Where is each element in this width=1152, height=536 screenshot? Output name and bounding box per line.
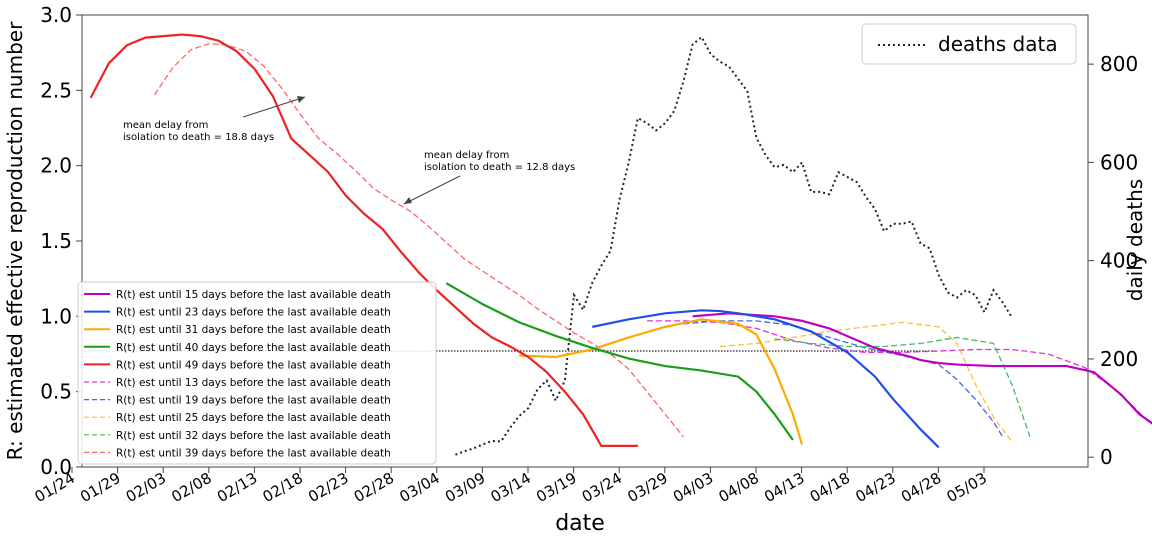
legend-label: R(t) est until 32 days before the last a… — [116, 430, 391, 442]
legend-label: R(t) est until 19 days before the last a… — [116, 395, 391, 407]
x-tick-label: 03/19 — [533, 469, 579, 506]
x-tick-label: 04/08 — [716, 469, 762, 506]
legend-label: R(t) est until 15 days before the last a… — [116, 289, 391, 301]
y-tick-label: 0.5 — [40, 380, 72, 404]
legend-label: R(t) est until 40 days before the last a… — [116, 342, 391, 354]
series-legend-items: R(t) est until 15 days before the last a… — [84, 289, 391, 459]
y-tick-label: 1.0 — [40, 304, 72, 328]
series-legend: R(t) est until 15 days before the last a… — [77, 281, 437, 465]
y2-tick-label: 800 — [1100, 52, 1138, 76]
deaths-legend-box — [861, 23, 1077, 65]
y-tick-label: 2.0 — [40, 154, 72, 178]
y-tick-label: 1.5 — [40, 229, 72, 253]
solid-series-2 — [592, 309, 940, 449]
x-tick-label: 03/09 — [442, 469, 488, 506]
deaths-legend-label: deaths data — [938, 32, 1058, 56]
y2-tick-label: 600 — [1100, 150, 1138, 174]
x-axis-label: date — [555, 511, 605, 536]
x-tick-label: 02/03 — [123, 469, 169, 506]
x-tick-label: 02/18 — [260, 469, 306, 506]
x-tick-label: 01/29 — [77, 469, 123, 506]
y2-tick-label: 0 — [1100, 445, 1113, 469]
x-tick-label: 04/23 — [852, 469, 898, 506]
x-tick-label: 02/23 — [305, 469, 351, 506]
annotation-2-arrow — [403, 175, 461, 205]
legend-label: R(t) est until 25 days before the last a… — [116, 412, 391, 424]
solid-series-1 — [692, 312, 1152, 425]
annotation-2-arrowhead — [404, 197, 412, 204]
y-tick-label: 0.0 — [40, 455, 72, 479]
annotation-1-line2: isolation to death = 18.8 days — [123, 132, 274, 143]
legend-label: R(t) est until 49 days before the last a… — [116, 359, 391, 371]
dashed-series-3 — [719, 321, 1013, 442]
x-tick-label: 05/03 — [944, 469, 990, 506]
x-tick-label: 02/08 — [168, 469, 214, 506]
annotation-2-line2: isolation to death = 12.8 days — [424, 162, 575, 173]
legend-label: R(t) est until 13 days before the last a… — [116, 377, 391, 389]
x-tick-label: 04/03 — [670, 469, 716, 506]
annotation-1-line1: mean delay from — [123, 120, 208, 131]
dashed-series-4 — [774, 336, 1031, 438]
x-tick-label: 02/13 — [214, 469, 260, 506]
annotation-2: mean delay from isolation to death = 12.… — [403, 150, 575, 205]
dashed-series-2 — [683, 320, 1004, 438]
y2-tick-label: 200 — [1100, 347, 1138, 371]
legend-label: R(t) est until 39 days before the last a… — [116, 447, 391, 459]
x-tick-label: 04/28 — [898, 469, 944, 506]
solid-series-5 — [89, 33, 638, 448]
annotation-2-line1: mean delay from — [424, 150, 509, 161]
x-tick-label: 03/29 — [624, 469, 670, 506]
y2-tick-label: 400 — [1100, 249, 1138, 273]
annotation-1-arrowhead — [297, 96, 305, 103]
y2-axis-label: daily deaths — [1123, 179, 1147, 301]
annotation-1: mean delay from isolation to death = 18.… — [123, 96, 306, 143]
x-tick-label: 04/18 — [807, 469, 853, 506]
x-tick-label: 03/14 — [488, 469, 534, 506]
x-tick-label: 04/13 — [761, 469, 807, 506]
y-axis-label: R: estimated effective reproduction numb… — [3, 21, 27, 460]
deaths-legend: deaths data — [861, 23, 1077, 65]
x-tick-label: 02/28 — [351, 469, 397, 506]
y-tick-label: 2.5 — [40, 78, 72, 102]
solid-series-3 — [519, 318, 804, 445]
legend-label: R(t) est until 23 days before the last a… — [116, 307, 391, 319]
y-tick-label: 3.0 — [40, 3, 72, 27]
solid-series-4 — [445, 282, 794, 441]
dashed-series-5 — [153, 42, 684, 438]
x-tick-label: 03/24 — [579, 469, 625, 506]
series-legend-box — [77, 281, 437, 465]
x-tick-label: 03/04 — [396, 469, 442, 506]
annotation-1-arrow — [242, 96, 306, 118]
legend-label: R(t) est until 31 days before the last a… — [116, 324, 391, 336]
